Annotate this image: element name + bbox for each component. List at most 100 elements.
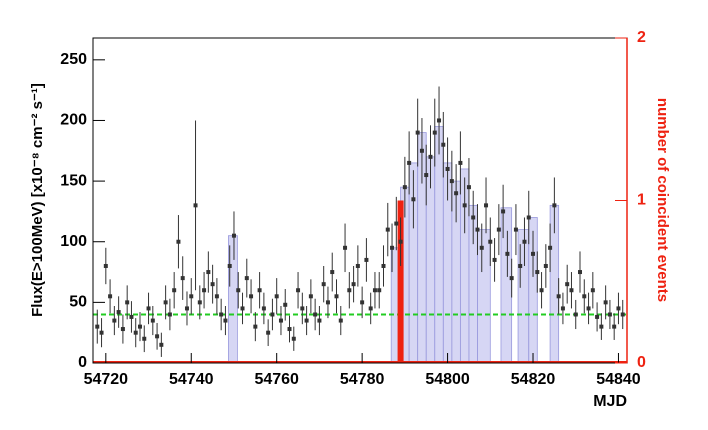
point — [428, 154, 433, 159]
event-bar — [397, 200, 404, 363]
point — [556, 294, 561, 299]
x-tick-label: 54760 — [254, 371, 299, 388]
point — [535, 270, 540, 275]
point — [415, 130, 420, 135]
point — [616, 306, 621, 311]
point — [351, 282, 356, 287]
point — [377, 288, 382, 293]
point — [266, 330, 271, 335]
point — [95, 324, 100, 329]
point — [424, 173, 429, 178]
point — [300, 306, 305, 311]
point — [202, 288, 207, 293]
point — [347, 288, 352, 293]
point — [407, 160, 412, 165]
point — [543, 263, 548, 268]
point — [112, 318, 117, 323]
point — [355, 263, 360, 268]
point — [599, 324, 604, 329]
point — [210, 282, 215, 287]
point — [437, 118, 442, 123]
point — [142, 336, 147, 341]
point — [317, 318, 322, 323]
block — [500, 207, 513, 364]
y-axis-label: Flux(E>100MeV) [x10⁻⁸ cm⁻² s⁻¹] — [29, 83, 46, 317]
point — [236, 288, 241, 293]
point — [176, 239, 181, 244]
x-axis-label: MJD — [593, 393, 627, 410]
point — [360, 300, 365, 305]
point — [304, 318, 309, 323]
point — [501, 209, 506, 214]
point — [99, 330, 104, 335]
point — [488, 239, 493, 244]
point — [518, 263, 523, 268]
point — [586, 306, 591, 311]
point — [479, 245, 484, 250]
point — [449, 179, 454, 184]
point — [214, 294, 219, 299]
point — [223, 318, 228, 323]
y-tick-label: 0 — [78, 354, 87, 371]
point — [343, 245, 348, 250]
point — [595, 314, 600, 319]
point — [231, 233, 236, 238]
y-tick-label: 100 — [60, 233, 87, 250]
point — [569, 288, 574, 293]
point — [129, 314, 134, 319]
point — [261, 306, 266, 311]
point — [522, 239, 527, 244]
point — [103, 263, 108, 268]
y-tick-label: 150 — [60, 172, 87, 189]
point — [278, 318, 283, 323]
point — [458, 160, 463, 165]
point — [390, 245, 395, 250]
point — [197, 300, 202, 305]
point — [244, 276, 249, 281]
point — [308, 294, 313, 299]
point — [240, 306, 245, 311]
point — [466, 185, 471, 190]
point — [274, 294, 279, 299]
x-tick-label: 54780 — [340, 371, 385, 388]
point — [334, 294, 339, 299]
y-tick-label: 50 — [69, 294, 87, 311]
point — [419, 148, 424, 153]
point — [120, 327, 125, 332]
point — [548, 245, 553, 250]
point — [398, 239, 403, 244]
point — [411, 197, 416, 202]
point — [513, 227, 518, 232]
point — [454, 191, 459, 196]
point — [552, 203, 557, 208]
point — [394, 221, 399, 226]
point — [338, 318, 343, 323]
point — [385, 227, 390, 232]
point — [116, 310, 121, 315]
point — [484, 203, 489, 208]
point — [590, 288, 595, 293]
point — [313, 312, 318, 317]
point — [496, 227, 501, 232]
point — [167, 312, 172, 317]
point — [287, 327, 292, 332]
point — [249, 294, 254, 299]
point — [402, 185, 407, 190]
point — [475, 227, 480, 232]
point — [227, 263, 232, 268]
point — [184, 306, 189, 311]
point — [133, 330, 138, 335]
point — [462, 203, 467, 208]
point — [381, 263, 386, 268]
point — [150, 318, 155, 323]
point — [612, 324, 617, 329]
point — [253, 324, 258, 329]
point — [620, 312, 625, 317]
point — [330, 270, 335, 275]
point — [441, 142, 446, 147]
point — [180, 276, 185, 281]
x-tick-label: 54840 — [596, 371, 641, 388]
point — [137, 324, 142, 329]
